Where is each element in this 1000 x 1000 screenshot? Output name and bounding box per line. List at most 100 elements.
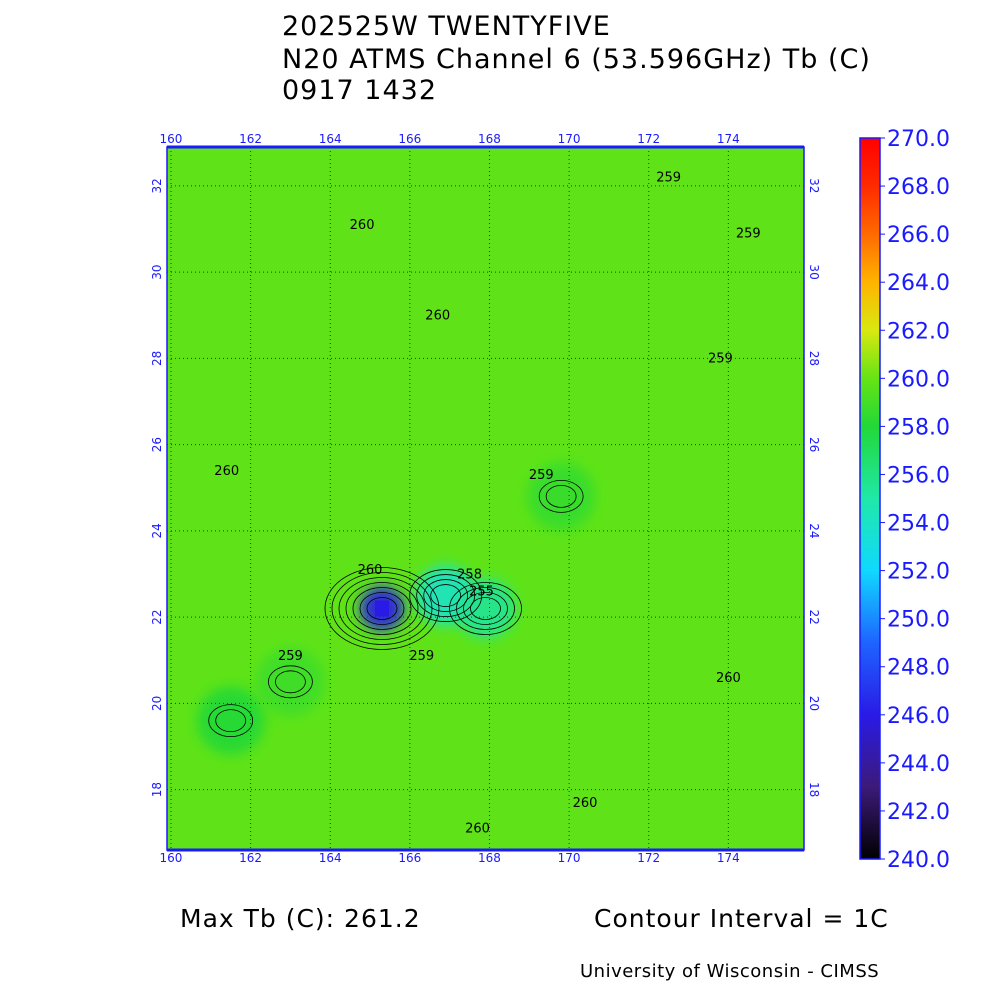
x-tick-label-bottom: 168	[478, 851, 501, 865]
colorbar-tick-label: 248.0	[887, 656, 950, 681]
colorbar-tick-label: 242.0	[887, 800, 950, 825]
x-tick-label-top: 164	[319, 132, 342, 146]
contour-ring	[366, 597, 398, 620]
colorbar-tick-label: 268.0	[887, 175, 950, 200]
contour-ring	[215, 709, 247, 733]
y-tick-label-left: 30	[150, 264, 164, 279]
y-tick-label-right: 22	[807, 609, 821, 624]
tb-background	[167, 147, 804, 850]
datetime-title: 0917 1432	[282, 75, 438, 106]
contour-ring	[324, 567, 440, 650]
y-tick-label-right: 30	[807, 264, 821, 279]
contour-label: 255	[469, 585, 494, 600]
contour-label: 260	[214, 464, 239, 479]
contour-ring	[338, 577, 426, 640]
contour-label: 260	[350, 218, 375, 233]
colorbar-tick-label: 270.0	[887, 127, 950, 152]
contour-label: 258	[457, 567, 482, 582]
y-tick-label-right: 18	[807, 782, 821, 797]
colorbar-tick-label: 264.0	[887, 271, 950, 296]
product-title: N20 ATMS Channel 6 (53.596GHz) Tb (C)	[282, 44, 871, 75]
colorbar-tick-label: 258.0	[887, 415, 950, 440]
y-tick-label-right: 20	[807, 696, 821, 711]
contour-interval-label: Contour Interval = 1C	[594, 904, 889, 933]
y-tick-label-right: 28	[807, 351, 821, 366]
y-tick-label-left: 20	[150, 696, 164, 711]
colorbar-strip	[859, 137, 881, 860]
y-tick-label-left: 22	[150, 609, 164, 624]
contour-label: 259	[529, 468, 554, 483]
colorbar-tick-label: 256.0	[887, 463, 950, 488]
contour-ring	[423, 579, 469, 612]
colorbar: 270.0 268.0 266.0 264.0 262.0 260.0 258.0 256.0…	[859, 127, 950, 873]
contour-ring	[456, 587, 515, 630]
colorbar-tick-label: 250.0	[887, 608, 950, 633]
contour-label: 259	[736, 227, 761, 242]
x-tick-label-bottom: 170	[558, 851, 581, 865]
y-tick-label-left: 28	[150, 351, 164, 366]
colorbar-tick-label: 260.0	[887, 367, 950, 392]
tb-feature	[256, 647, 325, 716]
y-tick-label-right: 24	[807, 523, 821, 538]
contour-label: 259	[409, 649, 434, 664]
x-tick-label-bottom: 160	[160, 851, 183, 865]
contour-ring	[345, 582, 419, 635]
x-tick-label-bottom: 172	[637, 851, 660, 865]
contour-ring	[268, 665, 313, 699]
contour-ring	[463, 592, 508, 625]
contour-ring	[545, 484, 577, 508]
max-tb-label: Max Tb (C): 261.2	[180, 904, 421, 933]
contour-ring	[470, 597, 501, 620]
tb-feature	[196, 686, 265, 755]
contour-label: 260	[425, 309, 450, 324]
colorbar-tick-label: 246.0	[887, 704, 950, 729]
x-tick-label-bottom: 162	[239, 851, 262, 865]
contour-label: 259	[278, 649, 303, 664]
contour-label: 260	[573, 796, 598, 811]
x-tick-label-top: 166	[398, 132, 421, 146]
colorbar-tick-label: 262.0	[887, 319, 950, 344]
x-tick-label-top: 168	[478, 132, 501, 146]
map-frame	[166, 145, 805, 852]
x-tick-label-bottom: 166	[398, 851, 421, 865]
x-tick-label-top: 160	[160, 132, 183, 146]
x-tick-label-top: 174	[717, 132, 740, 146]
y-tick-label-left: 18	[150, 782, 164, 797]
contour-ring	[275, 670, 306, 694]
contour-ring	[359, 592, 405, 625]
contour-label: 260	[465, 822, 490, 837]
credit-label: University of Wisconsin - CIMSS	[580, 961, 880, 982]
x-tick-label-top: 162	[239, 132, 262, 146]
x-tick-label-bottom: 164	[319, 851, 342, 865]
contour-label: 260	[358, 563, 383, 578]
y-tick-label-left: 26	[150, 437, 164, 452]
contour-ring	[430, 584, 462, 607]
y-tick-label-right: 32	[807, 178, 821, 193]
tb-feature	[455, 578, 516, 639]
contour-ring	[449, 582, 522, 635]
colorbar-tick-label: 240.0	[887, 848, 950, 873]
contour-lines: 260 259 259 260 259 260 259 260 258 255 259 259 260 2…	[208, 171, 761, 837]
contour-ring	[208, 704, 254, 738]
x-tick-label-top: 170	[558, 132, 581, 146]
axis-ticks: 160 160 162 162 164 164 166 166 168 168 170 170 172 1…	[150, 132, 821, 865]
contour-label: 259	[708, 352, 733, 367]
tb-feature	[527, 462, 596, 531]
contour-label: 259	[656, 171, 681, 186]
colorbar-tick-label: 252.0	[887, 560, 950, 585]
tb-minimum-pixel	[374, 600, 389, 617]
colorbar-tick-label: 244.0	[887, 752, 950, 777]
colorbar-tick-label: 254.0	[887, 512, 950, 537]
contour-ring	[352, 587, 412, 630]
contour-label: 260	[716, 671, 741, 686]
storm-title: 202525W TWENTYFIVE	[282, 11, 611, 42]
map-field	[167, 147, 804, 850]
contour-ring	[538, 479, 584, 513]
x-tick-label-bottom: 174	[717, 851, 740, 865]
y-tick-label-left: 32	[150, 178, 164, 193]
contour-ring	[416, 574, 476, 617]
x-tick-label-top: 172	[637, 132, 660, 146]
y-tick-label-right: 26	[807, 437, 821, 452]
y-tick-label-left: 24	[150, 523, 164, 538]
